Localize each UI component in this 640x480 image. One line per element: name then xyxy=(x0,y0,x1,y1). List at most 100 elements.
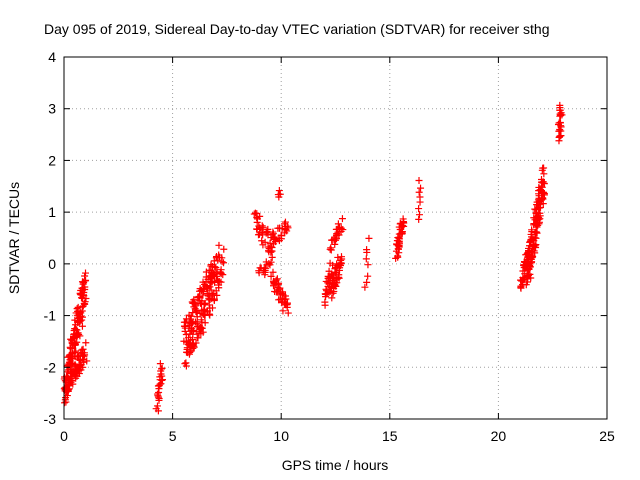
data-point xyxy=(276,190,284,198)
data-point xyxy=(338,215,346,223)
data-point xyxy=(186,344,194,352)
data-point xyxy=(556,126,564,134)
data-point xyxy=(194,334,202,342)
data-point xyxy=(275,187,283,195)
data-point xyxy=(78,322,86,330)
y-tick-label: 2 xyxy=(48,152,56,168)
data-point xyxy=(263,227,271,235)
axis-ticks: 0 5 10 15 20 25 -3 -2 -1 0 1 2 3 4 xyxy=(44,49,615,444)
data-point xyxy=(275,285,283,293)
x-tick-label: 15 xyxy=(382,428,398,444)
data-point xyxy=(537,176,545,184)
data-point xyxy=(415,177,423,185)
data-point xyxy=(78,313,86,321)
data-point xyxy=(213,253,221,261)
data-point xyxy=(364,272,372,280)
data-point xyxy=(207,286,215,294)
data-point xyxy=(258,222,266,230)
data-point xyxy=(361,283,369,291)
data-point xyxy=(182,315,190,323)
data-point xyxy=(536,212,544,220)
data-point xyxy=(80,352,88,360)
x-tick-label: 5 xyxy=(169,428,177,444)
data-point xyxy=(61,396,69,404)
data-point xyxy=(206,311,214,319)
data-point xyxy=(400,219,408,227)
data-point xyxy=(556,101,564,109)
data-point xyxy=(189,330,197,338)
data-point xyxy=(204,292,212,300)
plot-frame xyxy=(63,56,608,420)
data-point xyxy=(284,309,292,317)
data-point xyxy=(157,370,165,378)
x-tick-label: 20 xyxy=(491,428,507,444)
data-point xyxy=(332,236,340,244)
data-point xyxy=(331,240,339,248)
data-point xyxy=(81,272,89,280)
data-point xyxy=(80,300,88,308)
data-point xyxy=(538,183,546,191)
data-point xyxy=(332,279,340,287)
data-point xyxy=(539,200,547,208)
data-point xyxy=(531,205,539,213)
data-point xyxy=(220,245,228,253)
data-point xyxy=(200,280,208,288)
data-point xyxy=(261,268,269,276)
data-point xyxy=(415,205,423,213)
data-point xyxy=(210,295,218,303)
data-point xyxy=(212,264,220,272)
data-point xyxy=(327,244,335,252)
data-point xyxy=(535,213,543,221)
data-point xyxy=(275,279,283,287)
data-point xyxy=(330,287,338,295)
data-point xyxy=(527,274,535,282)
data-point xyxy=(394,253,402,261)
data-point xyxy=(208,273,216,281)
data-point xyxy=(272,238,280,246)
data-point xyxy=(270,233,278,241)
data-point xyxy=(159,376,167,384)
data-point xyxy=(277,231,285,239)
data-point xyxy=(201,319,209,327)
data-point xyxy=(328,294,336,302)
data-point xyxy=(187,336,195,344)
data-point xyxy=(282,295,290,303)
data-point xyxy=(364,261,372,269)
data-point xyxy=(530,247,538,255)
data-point xyxy=(82,294,90,302)
data-point xyxy=(64,386,72,394)
data-point xyxy=(267,258,275,266)
data-point xyxy=(71,341,79,349)
data-point xyxy=(363,246,371,254)
data-point xyxy=(182,359,190,367)
y-axis-label: SDTVAR / TECUs xyxy=(6,182,22,294)
data-point xyxy=(73,330,81,338)
data-point xyxy=(76,332,84,340)
data-point xyxy=(363,278,371,286)
data-point xyxy=(334,220,342,228)
data-point xyxy=(192,308,200,316)
data-point xyxy=(273,275,281,283)
data-point xyxy=(199,328,207,336)
y-tick-label: 3 xyxy=(48,101,56,117)
data-point xyxy=(82,276,90,284)
data-point xyxy=(217,269,225,277)
x-tick-label: 10 xyxy=(273,428,289,444)
data-point xyxy=(337,224,345,232)
data-point xyxy=(335,231,343,239)
data-point xyxy=(206,283,214,291)
data-point xyxy=(205,301,213,309)
data-point xyxy=(325,288,333,296)
data-point xyxy=(532,241,540,249)
data-point xyxy=(532,208,540,216)
y-tick-label: 1 xyxy=(48,204,56,220)
data-point xyxy=(82,339,90,347)
data-point xyxy=(197,324,205,332)
data-point xyxy=(188,319,196,327)
data-point xyxy=(81,351,89,359)
data-point xyxy=(71,349,79,357)
data-point xyxy=(540,180,548,188)
data-point xyxy=(527,255,535,263)
data-points xyxy=(60,101,566,415)
data-point xyxy=(81,286,89,294)
